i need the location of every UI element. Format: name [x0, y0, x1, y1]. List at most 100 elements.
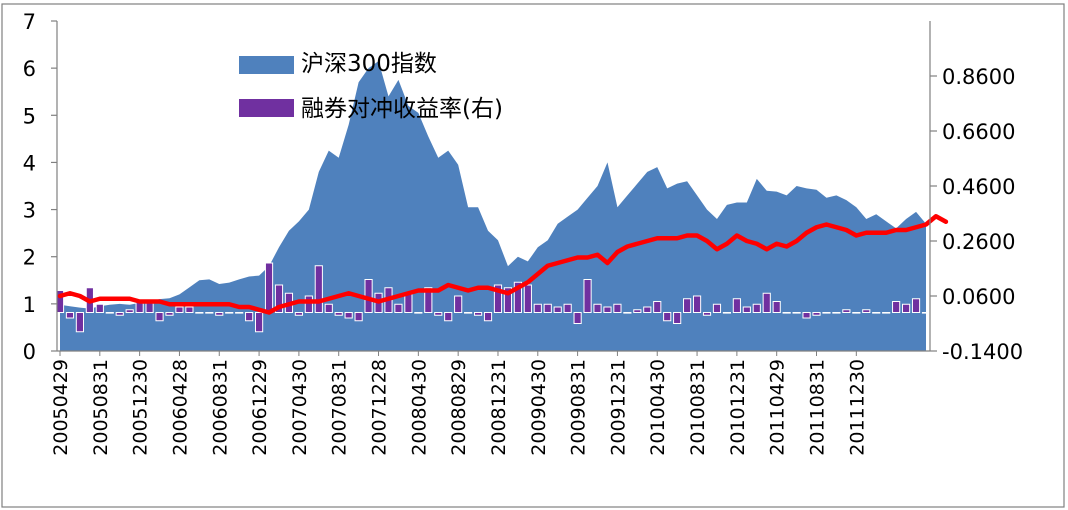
index-area: [60, 61, 926, 351]
x-tick-label: 20050429: [50, 359, 72, 456]
hedge-return-bar: [304, 295, 313, 313]
hedge-return-bar: [593, 303, 602, 313]
x-tick-label: 20071228: [369, 359, 391, 456]
hedge-return-bar: [802, 312, 811, 319]
hedge-return-bar: [195, 312, 204, 314]
hedge-return-bar: [493, 284, 503, 313]
x-tick-label: 20100430: [647, 359, 669, 456]
hedge-return-bar: [95, 303, 104, 313]
legend-swatch-hedge: [239, 99, 294, 117]
x-tick-label: 20110429: [767, 359, 789, 456]
hedge-return-bar: [752, 303, 761, 313]
hedge-return-bar: [314, 265, 323, 313]
hedge-return-bar: [902, 303, 911, 313]
hedge-return-bar: [782, 312, 791, 314]
hedge-return-bar: [434, 312, 443, 316]
x-tick-label: 20110831: [807, 359, 829, 456]
hedge-return-bar: [65, 312, 75, 319]
y-right-tick-label: 0.4600: [942, 175, 1015, 199]
hedge-return-bar: [911, 298, 921, 313]
hedge-return-bar: [165, 312, 174, 316]
hedge-return-bar: [653, 301, 662, 313]
x-tick-label: 20111230: [846, 359, 868, 456]
y-right-tick-label: 0.2600: [942, 230, 1015, 254]
x-tick-label: 20090831: [568, 359, 590, 456]
y-left-tick-label: 0: [23, 340, 36, 364]
hedge-return-bar: [105, 312, 114, 314]
y-left-tick-label: 5: [23, 104, 36, 128]
hedge-return-bar: [473, 312, 483, 316]
index-area-layer: [60, 61, 926, 351]
legend-label-index: 沪深300指数: [301, 51, 437, 77]
hedge-return-bar: [205, 312, 214, 314]
hedge-return-bar: [613, 303, 622, 313]
hedge-return-bar: [862, 309, 871, 313]
hedge-return-bar: [921, 312, 931, 314]
hedge-return-bar: [394, 303, 403, 313]
x-tick-label: 20070430: [289, 359, 311, 456]
hedge-return-bar: [344, 312, 353, 319]
hedge-return-bar: [225, 312, 234, 314]
x-tick-label: 20060831: [209, 359, 231, 456]
hedge-return-bar: [822, 312, 831, 314]
hedge-return-bar: [742, 306, 751, 313]
hedge-return-bar: [454, 295, 463, 313]
hedge-return-bar: [115, 312, 124, 316]
hedge-return-bar: [543, 303, 552, 313]
hedge-return-bar: [812, 312, 821, 316]
hedge-line-layer: [57, 214, 949, 315]
hedge-return-bar: [533, 303, 542, 313]
hedge-return-bar: [702, 312, 712, 316]
hedge-return-bar: [852, 312, 861, 314]
hedge-return-bar: [444, 312, 453, 322]
y-left-tick-label: 1: [23, 293, 36, 317]
y-left-tick-label: 4: [23, 151, 36, 175]
hedge-return-bar: [633, 309, 642, 313]
y-right-tick-label: 0.0600: [942, 285, 1015, 309]
legend-label-hedge: 融券对冲收益率(右): [301, 96, 503, 122]
x-tick-label: 20081231: [488, 359, 510, 456]
hedge-return-bar: [643, 306, 652, 313]
y-left-tick-label: 2: [23, 246, 36, 270]
hedge-return-bar: [683, 298, 692, 313]
x-tick-label: 20090430: [528, 359, 550, 456]
hedge-return-bar: [235, 312, 244, 314]
hedge-return-bar: [75, 312, 84, 333]
x-tick-label: 20080829: [448, 359, 470, 456]
hedge-return-bar: [722, 312, 732, 314]
hedge-return-line: [57, 214, 949, 315]
x-tick-label: 20061229: [249, 359, 271, 456]
axes-layer: 0 1 2 3 4 5 6 7 -0.1400 0.0600 0.2600 0.4600 0.6600 0…: [23, 10, 1023, 456]
y-right-tick-label: 0.6600: [942, 120, 1015, 144]
hedge-return-bar: [573, 312, 582, 324]
hedge-return-bar: [274, 284, 284, 313]
hedge-return-bar: [832, 312, 841, 314]
hedge-return-bar: [155, 312, 164, 322]
x-tick-label: 20100831: [687, 359, 709, 456]
hedge-return-bar: [892, 301, 901, 313]
x-tick-label: 20060428: [169, 359, 191, 456]
hedge-return-bar: [324, 303, 333, 313]
hedge-return-bar: [762, 292, 771, 313]
hedge-return-bar: [692, 295, 702, 313]
y-left-tick-label: 6: [23, 57, 36, 81]
hedge-return-bar: [603, 306, 612, 313]
y-right-tick-label: 0.8600: [942, 65, 1015, 89]
y-left-tick-label: 7: [23, 10, 36, 34]
x-tick-label: 20070831: [329, 359, 351, 456]
hedge-return-bar: [663, 312, 672, 322]
hedge-return-bar: [882, 312, 891, 314]
hedge-return-bar: [673, 312, 682, 324]
y-right-tick-label: -0.1400: [942, 340, 1023, 364]
hedge-return-bar: [553, 306, 562, 313]
hedge-return-bar: [354, 312, 363, 322]
hedge-return-bar: [414, 312, 423, 314]
hedge-return-bar: [503, 287, 513, 313]
hedge-return-bar: [792, 312, 801, 314]
y-left-tick-label: 3: [23, 199, 36, 223]
hedge-return-bar: [215, 312, 224, 316]
hedge-return-bar: [732, 298, 741, 313]
hedge-return-bar: [872, 312, 881, 314]
